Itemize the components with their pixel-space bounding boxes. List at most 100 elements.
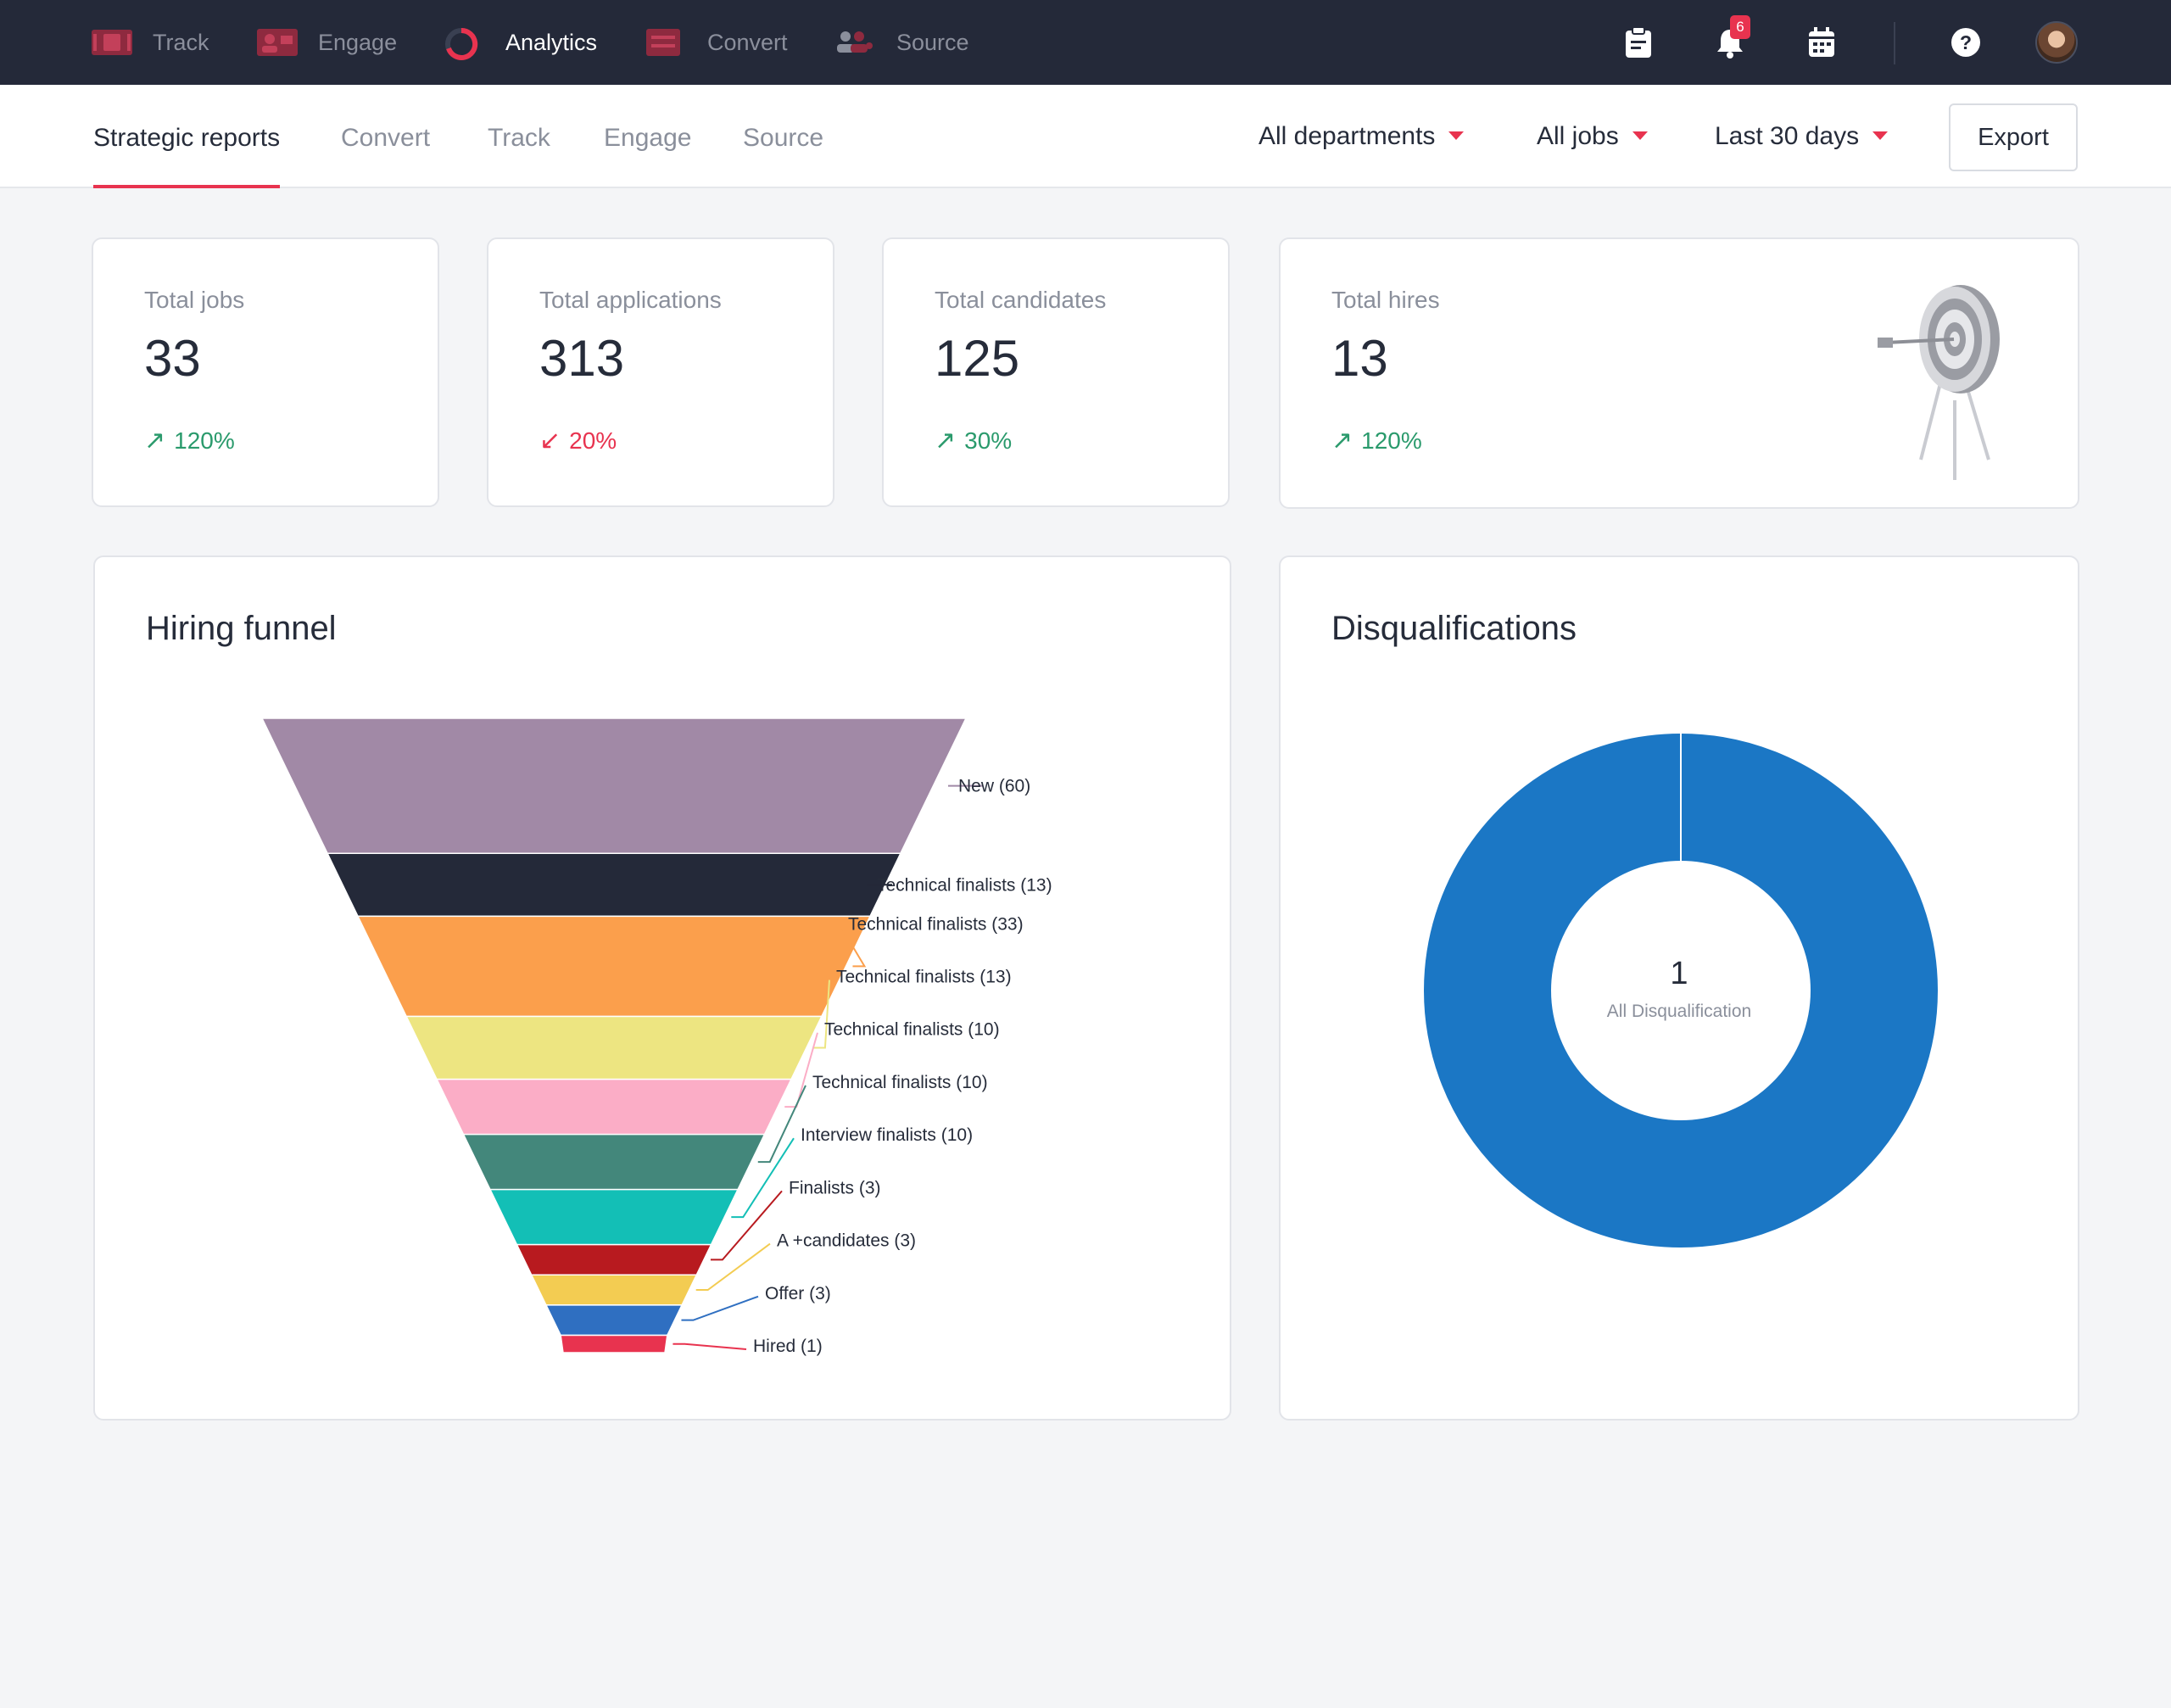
top-nav: Track Engage Analytics Convert Source 6 … (0, 0, 2171, 85)
jobs-filter-label: All jobs (1537, 122, 1619, 150)
funnel-label: Hired (1) (753, 1337, 823, 1356)
funnel-label: Offer (3) (765, 1284, 831, 1303)
chevron-down-icon (1872, 131, 1889, 141)
stat-value: 313 (539, 330, 625, 387)
help-icon[interactable]: ? (1949, 25, 1983, 59)
funnel-label: Technical finalists (13) (877, 875, 1052, 895)
source-icon (835, 27, 876, 58)
nav-divider (1894, 22, 1895, 64)
stat-change: ↙ 20% (539, 426, 617, 455)
stat-change: ↗ 120% (144, 426, 235, 455)
engage-icon (257, 27, 298, 58)
funnel-chart: New (60) Technical finalists (13) Technica… (260, 717, 1052, 1356)
funnel-label: Technical finalists (10) (812, 1073, 988, 1092)
nav-item-source[interactable]: Source (835, 0, 969, 85)
clipboard-icon[interactable] (1621, 25, 1655, 59)
funnel-label: Technical finalists (13) (836, 968, 1012, 987)
stat-card-total-applications: Total applications 313 ↙ 20% (487, 237, 834, 507)
arrow-up-right-icon: ↗ (1331, 427, 1353, 455)
funnel-segment (405, 1015, 823, 1080)
notification-badge: 6 (1730, 15, 1750, 39)
funnel-segment (530, 1274, 698, 1306)
panel-title: Hiring funnel (146, 610, 337, 647)
stat-change-value: 120% (174, 427, 235, 454)
stat-change: ↗ 30% (935, 426, 1012, 455)
stat-card-total-candidates: Total candidates 125 ↗ 30% (882, 237, 1230, 507)
period-filter[interactable]: Last 30 days (1715, 85, 1889, 188)
arrow-down-left-icon: ↙ (539, 427, 561, 455)
departments-filter-label: All departments (1259, 122, 1436, 150)
funnel-segment (560, 1334, 668, 1354)
nav-item-label: Source (896, 29, 969, 55)
donut-center-label: All Disqualification (1606, 1002, 1752, 1021)
hiring-funnel-panel: Hiring funnel New (60) Technical finalist… (93, 555, 1231, 1421)
svg-text:?: ? (1960, 31, 1972, 53)
funnel-segment (356, 915, 872, 1018)
nav-item-label: Track (153, 29, 209, 55)
donut-center-value: 1 (1670, 956, 1688, 991)
stat-label: Total jobs (144, 287, 245, 313)
track-icon (92, 27, 132, 58)
funnel-leader-line (812, 980, 830, 1049)
calendar-icon[interactable] (1805, 25, 1839, 59)
funnel-segment (260, 717, 968, 854)
convert-icon (646, 27, 687, 58)
funnel-label: Finalists (3) (789, 1178, 881, 1197)
panel-title: Disqualifications (1331, 610, 1577, 647)
chevron-down-icon (1448, 131, 1465, 141)
funnel-segment (516, 1243, 712, 1275)
stat-label: Total hires (1331, 287, 1440, 313)
nav-item-label: Convert (707, 29, 788, 55)
funnel-segment (544, 1304, 684, 1337)
stat-change-value: 120% (1361, 427, 1422, 454)
disqualifications-panel: Disqualifications 1 All Disqualification (1279, 555, 2079, 1421)
period-filter-label: Last 30 days (1715, 122, 1860, 150)
tab-engage[interactable]: Engage (604, 124, 692, 152)
funnel-leader-line (731, 1137, 795, 1219)
sub-header: Strategic reports Convert Track Engage S… (0, 85, 2171, 188)
stat-card-total-hires: Total hires 13 ↗ 120% (1279, 237, 2079, 509)
stat-value: 33 (144, 330, 201, 387)
arrow-up-right-icon: ↗ (935, 427, 957, 455)
funnel-leader-line (681, 1295, 759, 1321)
tab-source[interactable]: Source (743, 124, 824, 152)
tab-track[interactable]: Track (488, 124, 550, 152)
nav-item-label: Engage (318, 29, 398, 55)
stat-change: ↗ 120% (1331, 426, 1422, 455)
jobs-filter[interactable]: All jobs (1537, 85, 1648, 188)
target-icon (1878, 285, 2000, 480)
nav-item-engage[interactable]: Engage (257, 0, 397, 85)
funnel-leader-line (710, 1190, 783, 1261)
stat-value: 13 (1331, 330, 1388, 387)
stat-change-value: 20% (569, 427, 617, 454)
funnel-label: A +candidates (3) (777, 1231, 916, 1251)
nav-item-analytics[interactable]: Analytics (444, 0, 597, 85)
nav-item-track[interactable]: Track (92, 0, 209, 85)
funnel-leader-line (673, 1342, 747, 1350)
funnel-label: Technical finalists (33) (848, 914, 1024, 934)
funnel-segment (326, 852, 902, 918)
export-button[interactable]: Export (1949, 103, 2078, 171)
tab-convert[interactable]: Convert (341, 124, 431, 152)
funnel-label: Interview finalists (10) (801, 1125, 973, 1145)
funnel-leader-line (695, 1242, 771, 1292)
funnel-label: New (60) (958, 777, 1030, 796)
stat-label: Total applications (539, 287, 722, 313)
funnel-segment (435, 1078, 793, 1136)
stat-label: Total candidates (935, 287, 1107, 313)
avatar[interactable] (2035, 21, 2078, 64)
funnel-leader-line (757, 1085, 806, 1164)
funnel-label: Technical finalists (10) (824, 1020, 1000, 1040)
stat-value: 125 (935, 330, 1020, 387)
stat-card-total-jobs: Total jobs 33 ↗ 120% (92, 237, 439, 507)
funnel-segment (488, 1188, 739, 1246)
analytics-icon (444, 27, 485, 60)
nav-item-convert[interactable]: Convert (646, 0, 788, 85)
stat-change-value: 30% (964, 427, 1013, 454)
departments-filter[interactable]: All departments (1259, 85, 1465, 188)
arrow-up-right-icon: ↗ (144, 427, 166, 455)
tab-strategic-reports[interactable]: Strategic reports (93, 85, 281, 188)
funnel-leader-line (840, 926, 867, 968)
chevron-down-icon (1632, 131, 1648, 141)
nav-item-label: Analytics (505, 29, 598, 55)
